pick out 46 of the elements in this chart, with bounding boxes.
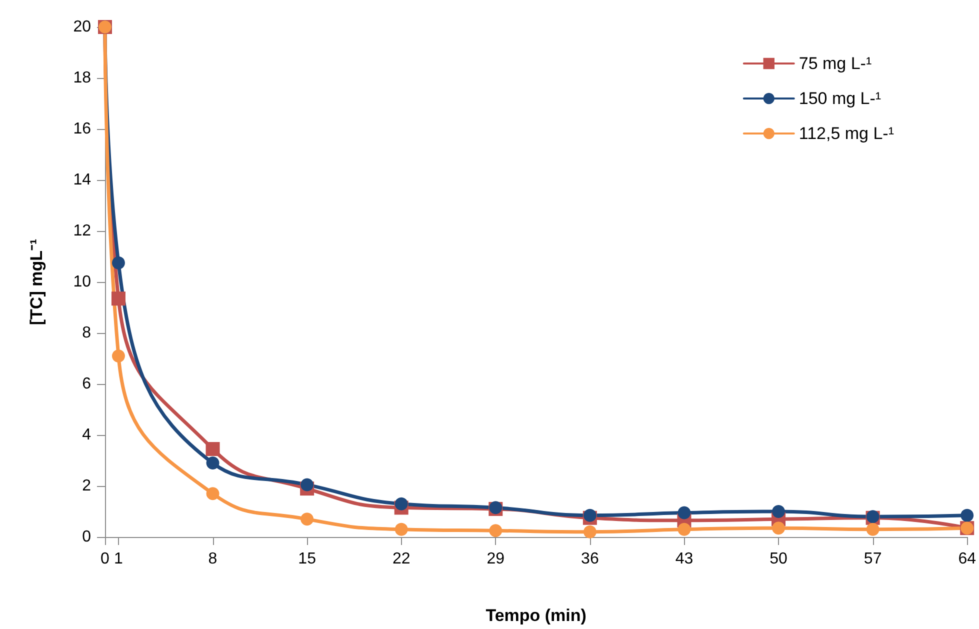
y-tick-label: 2	[82, 478, 92, 494]
legend-label: 75 mg L-¹	[798, 54, 872, 73]
x-tick-label: 8	[208, 550, 218, 568]
y-tick-label: 16	[73, 120, 92, 138]
x-tick-label: 64	[958, 550, 976, 568]
point	[489, 524, 502, 538]
point	[300, 478, 314, 492]
y-tick-label: 12	[73, 222, 92, 240]
point	[300, 512, 314, 526]
point	[583, 508, 596, 522]
y-tick-label: 10	[73, 274, 92, 290]
point	[583, 525, 596, 538]
point	[394, 522, 408, 536]
point	[206, 442, 220, 456]
y-axis-title: [TC] mgL⁻¹	[27, 238, 46, 326]
point	[112, 349, 125, 362]
point	[678, 506, 691, 520]
x-tick-label: 50	[770, 550, 788, 568]
legend-label: 150 mg L-¹	[798, 89, 882, 108]
y-tick-label: 20	[73, 18, 92, 36]
y-tick-label: 18	[73, 70, 92, 86]
x-axis-title: Tempo (min)	[486, 606, 586, 625]
legend-label: 112,5 mg L-¹	[798, 124, 894, 143]
point	[866, 522, 880, 536]
y-tick-label: 6	[82, 376, 92, 392]
point	[960, 508, 974, 522]
point	[206, 487, 220, 500]
x-tick-label: 36	[581, 550, 599, 568]
y-tick-label: 14	[73, 172, 92, 188]
point	[206, 456, 220, 470]
x-tick-label: 22	[392, 550, 410, 568]
y-tick-label: 0	[82, 528, 92, 546]
x-tick-label: 15	[298, 550, 316, 568]
x-tick-label: 29	[486, 550, 505, 568]
x-tick-label: 57	[864, 550, 882, 568]
point	[112, 256, 125, 270]
y-tick-label: 8	[82, 324, 92, 342]
point	[111, 292, 126, 306]
point	[394, 497, 408, 510]
point	[678, 522, 691, 536]
x-tick-label: 0	[100, 550, 110, 568]
point	[772, 522, 786, 535]
x-tick-label: 43	[675, 550, 694, 568]
x-tick-label: 1	[114, 550, 124, 568]
point	[772, 505, 786, 518]
y-tick-label: 4	[82, 426, 92, 444]
